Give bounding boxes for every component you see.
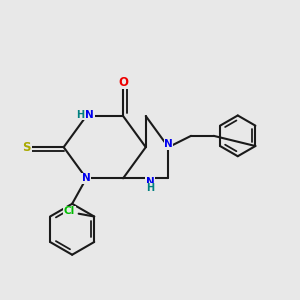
Text: Cl: Cl (64, 206, 75, 216)
Text: H: H (76, 110, 84, 120)
Text: N: N (146, 177, 154, 187)
Text: O: O (118, 76, 128, 88)
Text: N: N (82, 173, 91, 183)
Text: N: N (85, 110, 94, 121)
Text: S: S (22, 141, 31, 154)
Text: N: N (164, 139, 173, 149)
Text: H: H (146, 183, 154, 193)
